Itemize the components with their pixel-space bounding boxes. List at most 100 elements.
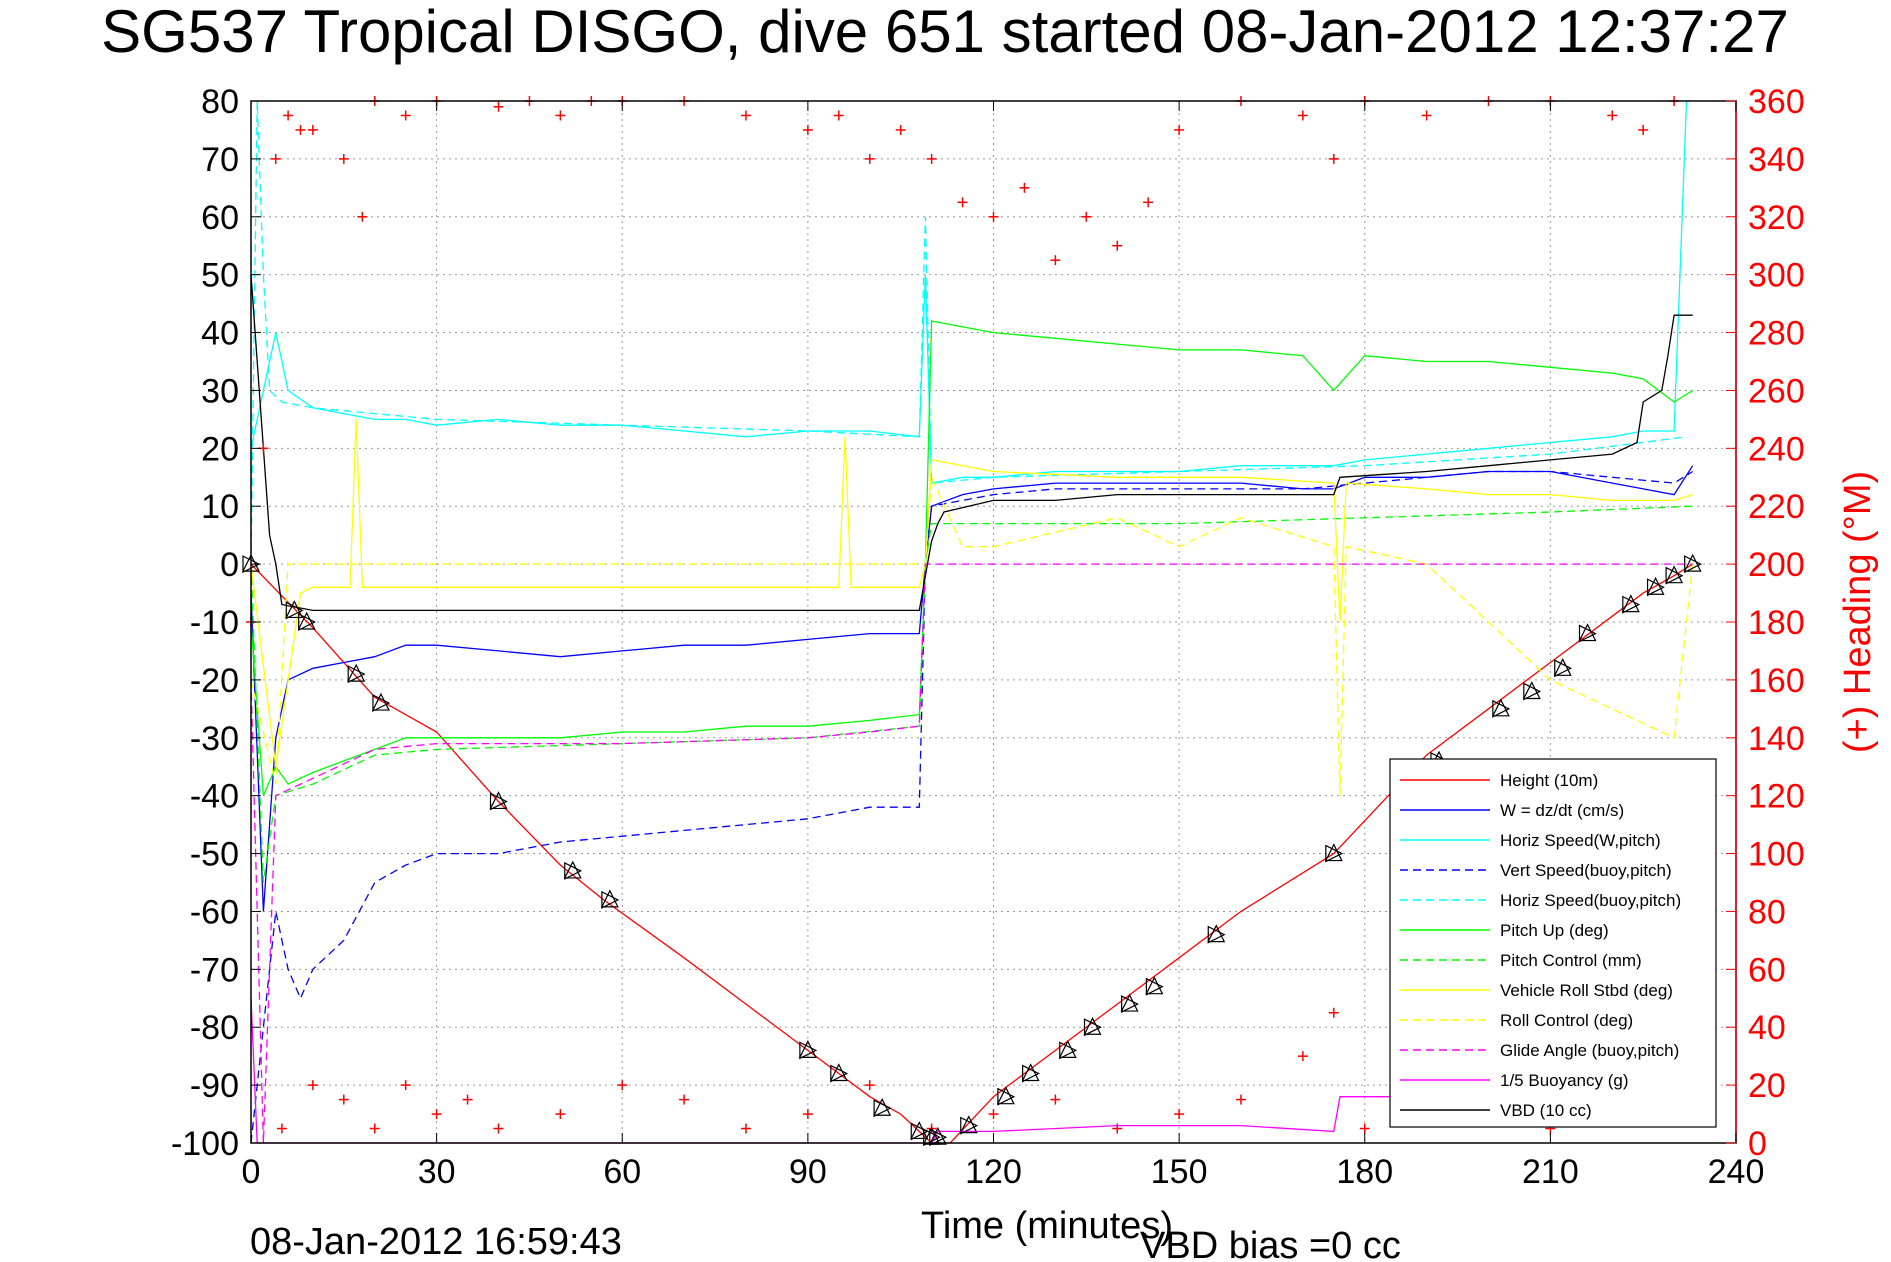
heading-point xyxy=(802,124,813,135)
heading-point xyxy=(1112,240,1123,251)
triangle-marker xyxy=(1578,623,1597,643)
y-tick-label: -10 xyxy=(190,604,239,642)
heading-point xyxy=(1050,255,1061,266)
heading-point xyxy=(833,110,844,121)
heading-point xyxy=(1328,153,1339,164)
x-tick-label: 90 xyxy=(789,1153,827,1191)
heading-point xyxy=(462,1094,473,1105)
y2-tick-label: 200 xyxy=(1748,546,1805,584)
legend-label-pitch-up-deg: Pitch Up (deg) xyxy=(1500,921,1609,940)
triangle-marker xyxy=(928,1126,948,1147)
heading-point xyxy=(617,1080,628,1091)
y-tick-label: -60 xyxy=(190,893,239,931)
heading-point xyxy=(1236,1094,1246,1105)
heading-point xyxy=(555,110,566,121)
footer-vbd-bias: VBD bias =0 cc xyxy=(1140,1225,1401,1262)
heading-point xyxy=(1297,1051,1308,1062)
y-tick-label: -40 xyxy=(190,778,239,816)
heading-point xyxy=(1328,1007,1339,1018)
triangle-marker xyxy=(959,1115,979,1135)
triangle-marker xyxy=(1145,976,1164,996)
heading-point xyxy=(864,153,875,164)
y2-tick-label: 80 xyxy=(1748,893,1786,931)
y-tick-label: -50 xyxy=(190,836,239,874)
triangle-marker xyxy=(996,1086,1016,1106)
triangle-marker xyxy=(1553,657,1573,678)
legend-label-height-10m: Height (10m) xyxy=(1500,771,1598,790)
triangle-marker xyxy=(600,889,620,909)
legend-label-vbd-10-cc: VBD (10 cc) xyxy=(1500,1101,1592,1120)
heading-point xyxy=(1421,110,1432,121)
y2-tick-label: 120 xyxy=(1748,778,1805,816)
heading-point xyxy=(679,1094,690,1105)
heading-point xyxy=(493,1123,504,1134)
chart-title: SG537 Tropical DISGO, dive 651 started 0… xyxy=(101,0,1789,65)
series-vehicle-roll-stbd-deg xyxy=(250,419,1693,767)
triangle-marker xyxy=(1522,681,1542,701)
triangle-marker xyxy=(563,860,583,880)
heading-point xyxy=(307,1080,318,1091)
y2-tick-label: 360 xyxy=(1748,83,1805,121)
legend-label-w-dz-dt-cm-s: W = dz/dt (cm/s) xyxy=(1500,801,1624,820)
heading-point xyxy=(555,1109,566,1120)
y-tick-label: 0 xyxy=(220,546,239,584)
heading-point xyxy=(1174,1109,1185,1120)
heading-point xyxy=(926,153,937,164)
series-roll-control-deg xyxy=(250,477,1694,796)
triangle-marker xyxy=(1491,698,1511,718)
y2-tick-label: 320 xyxy=(1748,199,1805,237)
triangle-marker xyxy=(489,791,508,811)
heading-point xyxy=(295,124,306,135)
y2-tick-label: 220 xyxy=(1748,488,1805,526)
triangle-marker xyxy=(1683,553,1703,574)
y2-tick-label: 280 xyxy=(1748,315,1805,353)
heading-point xyxy=(988,211,999,222)
y2-tick-label: 180 xyxy=(1748,604,1805,642)
y2-tick-label: 60 xyxy=(1748,951,1786,989)
series-vert-speed-buoy-pitch xyxy=(250,470,1694,1144)
y-tick-label: -20 xyxy=(190,662,239,700)
y2-tick-label: 0 xyxy=(1748,1125,1767,1163)
triangle-marker xyxy=(798,1040,818,1060)
legend-label-vert-speed-buoy-pitch: Vert Speed(buoy,pitch) xyxy=(1500,861,1672,880)
heading-point xyxy=(431,1109,442,1120)
triangle-marker xyxy=(1646,576,1665,597)
series-horiz-speed-w-pitch xyxy=(250,100,1688,484)
series-1-5-buoyancy-g xyxy=(250,998,1427,1144)
heading-point xyxy=(307,124,318,135)
y2-tick-label: 40 xyxy=(1748,1009,1786,1047)
y2-tick-label: 260 xyxy=(1748,372,1805,410)
triangle-marker xyxy=(285,600,304,620)
legend-label-horiz-speed-buoy-pitch: Horiz Speed(buoy,pitch) xyxy=(1500,891,1681,910)
x-tick-label: 180 xyxy=(1336,1153,1393,1191)
x-axis: 0 30 60 90 120 150 180 210 240 xyxy=(242,101,1764,1191)
y2-tick-label: 300 xyxy=(1748,257,1805,295)
y-tick-label: -70 xyxy=(190,951,239,989)
heading-point xyxy=(957,197,968,208)
heading-point xyxy=(283,110,294,121)
heading-point xyxy=(338,153,349,164)
y2-tick-label: 20 xyxy=(1748,1067,1786,1105)
heading-point xyxy=(270,153,281,164)
heading-point xyxy=(895,124,906,135)
triangle-marker xyxy=(1324,843,1344,863)
legend-label-roll-control-deg: Roll Control (deg) xyxy=(1500,1011,1633,1030)
heading-point xyxy=(338,1094,349,1105)
series-pitch-up-deg xyxy=(250,320,1694,796)
triangle-marker xyxy=(829,1063,849,1083)
triangle-marker xyxy=(1621,594,1641,614)
legend-label-vehicle-roll-stbd-deg: Vehicle Roll Stbd (deg) xyxy=(1500,981,1673,1000)
heading-point xyxy=(400,1080,411,1091)
y2-axis-label: (+) Heading (°M) xyxy=(1837,471,1879,753)
heading-point xyxy=(1297,110,1308,121)
y2-tick-label: 240 xyxy=(1748,430,1805,468)
triangle-marker xyxy=(371,692,391,713)
x-tick-label: 120 xyxy=(965,1153,1022,1191)
legend-label-horiz-speed-w-pitch: Horiz Speed(W,pitch) xyxy=(1500,831,1661,850)
series-glide-angle-buoy-pitch xyxy=(250,563,1693,1144)
y-tick-label: 70 xyxy=(201,141,239,179)
heading-point xyxy=(1638,124,1649,135)
triangle-marker xyxy=(1120,993,1139,1014)
y-tick-label: 60 xyxy=(201,199,239,237)
